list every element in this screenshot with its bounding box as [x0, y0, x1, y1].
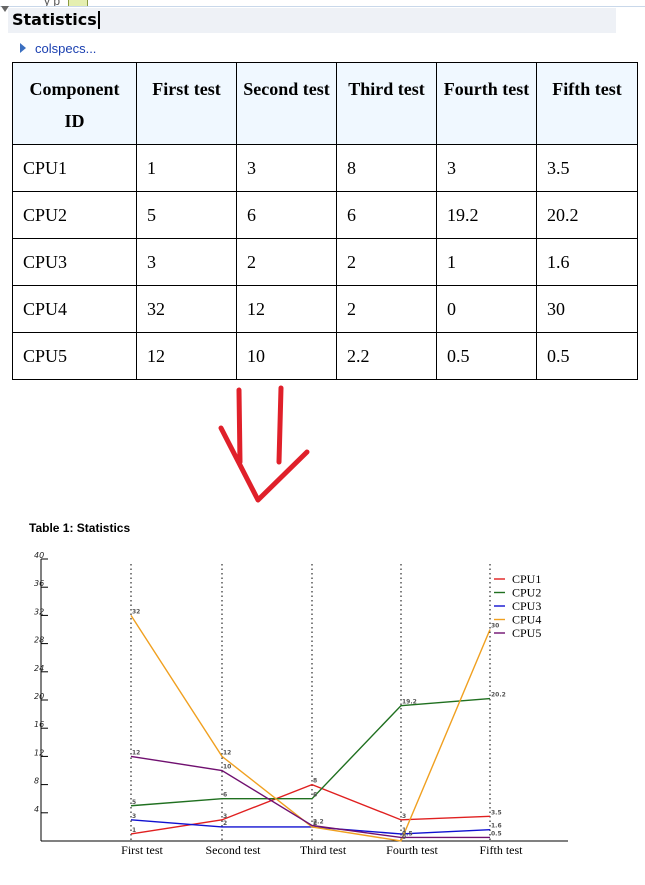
y-tick-label: 32 — [34, 607, 44, 616]
legend-label: CPU5 — [512, 626, 541, 640]
table-cell: 3 — [236, 144, 337, 192]
data-label: 2 — [313, 820, 317, 827]
table-cell: 5 — [136, 191, 237, 239]
colspecs-label[interactable]: colspecs... — [35, 41, 97, 56]
table-cell: 0 — [436, 285, 537, 333]
header-cell: Fifth test — [536, 62, 638, 145]
data-label: 2 — [313, 820, 317, 827]
x-tick-label: First test — [121, 843, 163, 857]
table-cell: 32 — [136, 285, 237, 333]
table-cell: 12 — [136, 332, 237, 380]
data-label: 6 — [223, 792, 227, 799]
y-tick-label: 40 — [34, 551, 44, 560]
data-label: 3 — [223, 813, 227, 820]
data-label: 3.5 — [491, 809, 502, 816]
x-tick-label: Third test — [300, 843, 347, 857]
table-cell: CPU1 — [12, 144, 137, 192]
table-cell: 2 — [236, 238, 337, 286]
previous-content-strip: y p — [0, 0, 645, 7]
data-label: 5 — [132, 799, 136, 806]
legend-label: CPU4 — [512, 613, 541, 627]
header-cell: Second test — [236, 62, 337, 145]
table-cell: CPU4 — [12, 285, 137, 333]
y-tick-label: 8 — [34, 777, 39, 786]
table-row: CPU4 32 12 2 0 30 — [12, 285, 638, 333]
table-cell: CPU5 — [12, 332, 137, 380]
table-cell: 8 — [336, 144, 437, 192]
table-cell: 10 — [236, 332, 337, 380]
data-label: 32 — [132, 608, 140, 615]
header-cell: First test — [136, 62, 237, 145]
series-line-cpu3 — [130, 819, 491, 835]
data-label: 6 — [313, 792, 317, 799]
table-cell: 3.5 — [536, 144, 638, 192]
data-label: 30 — [491, 623, 499, 630]
header-cell: Component ID — [12, 62, 137, 145]
table-row: CPU2 5 6 6 19.2 20.2 — [12, 191, 638, 239]
arrow-strokes — [218, 385, 310, 503]
y-tick-label: 16 — [34, 720, 44, 729]
table-cell: 19.2 — [436, 191, 537, 239]
previous-text-fragment: y p — [44, 0, 61, 7]
table-cell: 6 — [236, 191, 337, 239]
y-tick-label: 12 — [34, 748, 44, 757]
previous-highlight-marker — [68, 0, 88, 6]
data-label: 8 — [313, 778, 317, 785]
legend-label: CPU3 — [512, 599, 541, 613]
y-tick-label: 24 — [34, 664, 44, 673]
y-tick-label: 28 — [34, 636, 44, 645]
table-row: CPU1 1 3 8 3 3.5 — [12, 144, 638, 192]
table-cell: 3 — [436, 144, 537, 192]
table-cell: 2 — [336, 285, 437, 333]
x-tick-label: Fourth test — [386, 843, 438, 857]
data-label: 20.2 — [491, 692, 506, 699]
y-tick-label: 36 — [34, 579, 44, 588]
table-cell: CPU3 — [12, 238, 137, 286]
x-tick-label: Fifth test — [479, 843, 523, 857]
legend-label: CPU1 — [512, 572, 541, 586]
data-label: 0.5 — [402, 830, 413, 837]
series-line-cpu2 — [130, 697, 491, 807]
table-cell: 0.5 — [536, 332, 638, 380]
section-header-bar — [8, 8, 616, 33]
statistics-table: Component ID First test Second test Thir… — [12, 62, 638, 380]
data-label: 1 — [402, 827, 406, 834]
table-cell: 0.5 — [436, 332, 537, 380]
data-label: 3 — [402, 813, 406, 820]
data-label: 3 — [132, 813, 136, 820]
table-cell: 1 — [136, 144, 237, 192]
y-tick-label: 20 — [34, 692, 44, 701]
table-header-row: Component ID First test Second test Thir… — [12, 62, 638, 145]
data-label: 0.5 — [491, 830, 502, 837]
data-label: 1 — [132, 827, 136, 834]
y-tick-label: 4 — [34, 805, 39, 814]
table-row: CPU5 12 10 2.2 0.5 0.5 — [12, 332, 638, 380]
header-cell: Third test — [336, 62, 437, 145]
series-line-cpu5 — [130, 755, 490, 839]
chart-caption: Table 1: Statistics — [29, 521, 131, 535]
data-label: 2.2 — [313, 818, 324, 825]
section-title[interactable]: Statistics — [12, 11, 100, 29]
series-line-cpu4 — [130, 615, 491, 842]
data-label: 19.2 — [402, 699, 417, 706]
data-label: 0 — [402, 834, 406, 841]
data-label: 10 — [223, 764, 231, 771]
collapse-triangle-icon[interactable] — [1, 6, 9, 12]
data-label: 1.6 — [491, 823, 502, 830]
data-label: 2 — [223, 820, 227, 827]
expand-arrow-icon[interactable] — [20, 43, 26, 53]
data-label: 12 — [223, 749, 231, 756]
legend-label: CPU2 — [512, 586, 541, 600]
x-tick-label: Second test — [206, 843, 262, 857]
table-cell: CPU2 — [12, 191, 137, 239]
data-label: 12 — [132, 749, 140, 756]
table-cell: 2.2 — [336, 332, 437, 380]
